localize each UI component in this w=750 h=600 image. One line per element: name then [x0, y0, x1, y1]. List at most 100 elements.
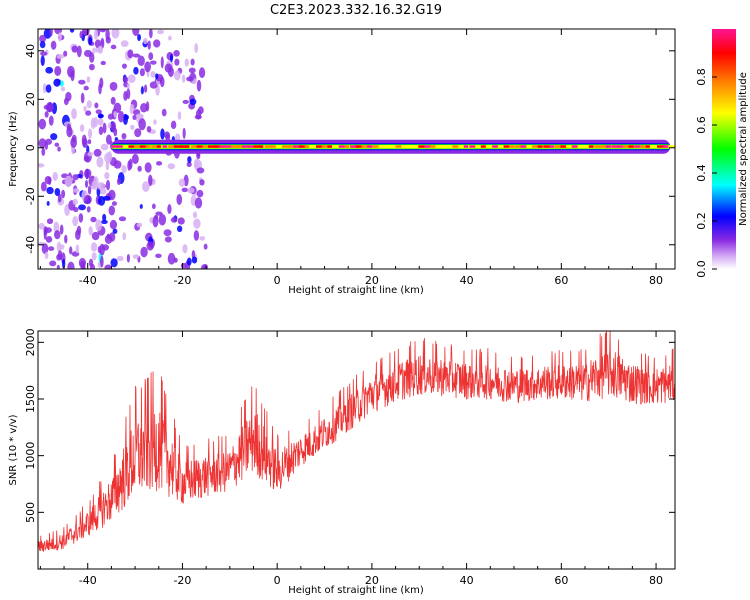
- spectrogram-speckle: [137, 165, 142, 172]
- spectrogram-speckle: [120, 40, 129, 48]
- spectrogram-speckle: [95, 219, 102, 232]
- spectrogram-speckle: [156, 161, 163, 166]
- snr-ytick-label: 500: [24, 502, 37, 523]
- spectrogram-speckle: [40, 51, 48, 56]
- signal-segment: [327, 145, 333, 148]
- spectrogram-speckle: [158, 213, 167, 226]
- spectrogram-speckle: [109, 232, 116, 242]
- spectrogram-speckle: [181, 74, 186, 83]
- signal-segment: [196, 145, 203, 148]
- spectrogram-speckle: [116, 255, 124, 262]
- spectrogram-speckle: [110, 96, 116, 105]
- spectrogram-speckle: [152, 215, 159, 228]
- spectrogram-speckle: [157, 29, 165, 35]
- spectrogram-speckle: [68, 246, 73, 255]
- spectrogram-speckle: [109, 81, 118, 91]
- signal-segment: [605, 145, 612, 148]
- spectrogram-speckle: [126, 88, 131, 100]
- spectrogram-speckle: [105, 29, 110, 41]
- spectrogram-speckle: [133, 66, 139, 75]
- spectrogram-speckle: [155, 253, 162, 259]
- spectrogram-speckle: [66, 123, 72, 131]
- spectrogram-speckle: [96, 156, 104, 168]
- spectrogram-speckle: [143, 84, 148, 93]
- spectrogram-speckle: [187, 156, 192, 164]
- spectrogram-speckle: [45, 235, 53, 243]
- signal-segment: [560, 145, 570, 148]
- spectrogram-speckle: [130, 124, 135, 130]
- signal-segment: [537, 145, 543, 148]
- spectrogram-speckle: [110, 121, 117, 133]
- signal-segment: [270, 145, 276, 148]
- signal-segment: [543, 145, 551, 148]
- spectrogram-speckle: [145, 101, 150, 112]
- spectrogram-speckle: [50, 40, 57, 50]
- signal-segment: [225, 145, 233, 148]
- spectrogram-speckle: [140, 102, 148, 113]
- spectrogram-speckle: [153, 39, 161, 48]
- spectrogram-speckle: [89, 52, 95, 63]
- spectrogram-speckle: [41, 243, 49, 255]
- spectrogram-speckle: [135, 113, 144, 119]
- colorbar-tick-label: 0.6: [695, 116, 708, 134]
- spectrogram-speckle: [95, 109, 102, 115]
- signal-segment: [151, 145, 160, 148]
- spectrogram-speckle: [78, 204, 86, 211]
- spectrogram-xtick-label: 80: [649, 274, 663, 287]
- spectrogram-speckle: [198, 67, 206, 79]
- snr-axes: -40 -20 0 20 40 60 80 500 1000 1500 2000: [24, 328, 675, 587]
- spectrogram-speckle: [45, 66, 54, 74]
- spectrogram-speckle: [64, 234, 68, 244]
- spectrogram-speckle: [126, 82, 130, 90]
- spectrogram-speckle: [147, 40, 151, 50]
- spectrogram-speckle: [38, 222, 45, 230]
- spectrogram-speckle: [81, 265, 86, 269]
- spectrogram-speckle: [117, 111, 125, 123]
- signal-segment: [281, 145, 288, 148]
- signal-segment: [247, 145, 254, 148]
- spectrogram-speckle: [199, 179, 205, 186]
- snr-marks: [38, 331, 675, 552]
- spectrogram-speckle: [97, 113, 104, 119]
- spectrogram-speckle: [83, 194, 92, 205]
- spectrogram-speckle: [127, 49, 134, 59]
- spectrogram-speckle: [90, 216, 97, 223]
- spectrogram-speckle: [191, 256, 198, 264]
- spectrogram-speckle: [57, 193, 62, 203]
- spectrogram-speckle: [39, 40, 46, 49]
- colorbar: 0.0 0.2 0.4 0.6 0.8 Normalized spectral ampl…: [695, 29, 749, 278]
- snr-xtick-label: 60: [554, 574, 568, 587]
- snr-ylabel: SNR (10 * v/v): [8, 414, 19, 485]
- spectrogram-speckle: [169, 54, 174, 63]
- spectrogram-speckle: [186, 187, 195, 194]
- signal-segment: [662, 145, 669, 148]
- spectrogram-speckle: [182, 127, 186, 140]
- spectrogram-speckle: [79, 30, 83, 39]
- spectrogram-speckle: [48, 115, 54, 126]
- signal-segment: [497, 145, 504, 148]
- spectrogram-speckle: [110, 44, 117, 50]
- signal-segment: [429, 145, 440, 148]
- spectrogram-speckle: [56, 54, 65, 59]
- spectrogram-speckle: [193, 230, 200, 241]
- spectrogram-speckle: [92, 47, 96, 54]
- spectrogram-speckle: [61, 189, 66, 199]
- spectrogram-speckle: [186, 76, 194, 82]
- spectrogram-speckle: [149, 60, 157, 65]
- snr-xtick-label: 0: [274, 574, 281, 587]
- spectrogram-speckle: [59, 80, 64, 87]
- signal-segment: [554, 145, 565, 148]
- signal-segment: [639, 145, 650, 148]
- spectrogram-speckle: [149, 29, 153, 39]
- spectrogram-speckle: [72, 198, 78, 205]
- spectrogram-speckle: [194, 197, 203, 209]
- spectrogram-speckle: [126, 253, 130, 263]
- signal-segment: [333, 145, 343, 148]
- spectrogram-speckle: [150, 70, 156, 78]
- signal-segment: [480, 145, 486, 148]
- signal-segment: [190, 145, 198, 148]
- spectrogram-speckle: [45, 101, 54, 113]
- spectrogram-speckle: [109, 219, 118, 230]
- signal-segment: [253, 145, 264, 148]
- spectrogram-speckle: [81, 134, 87, 147]
